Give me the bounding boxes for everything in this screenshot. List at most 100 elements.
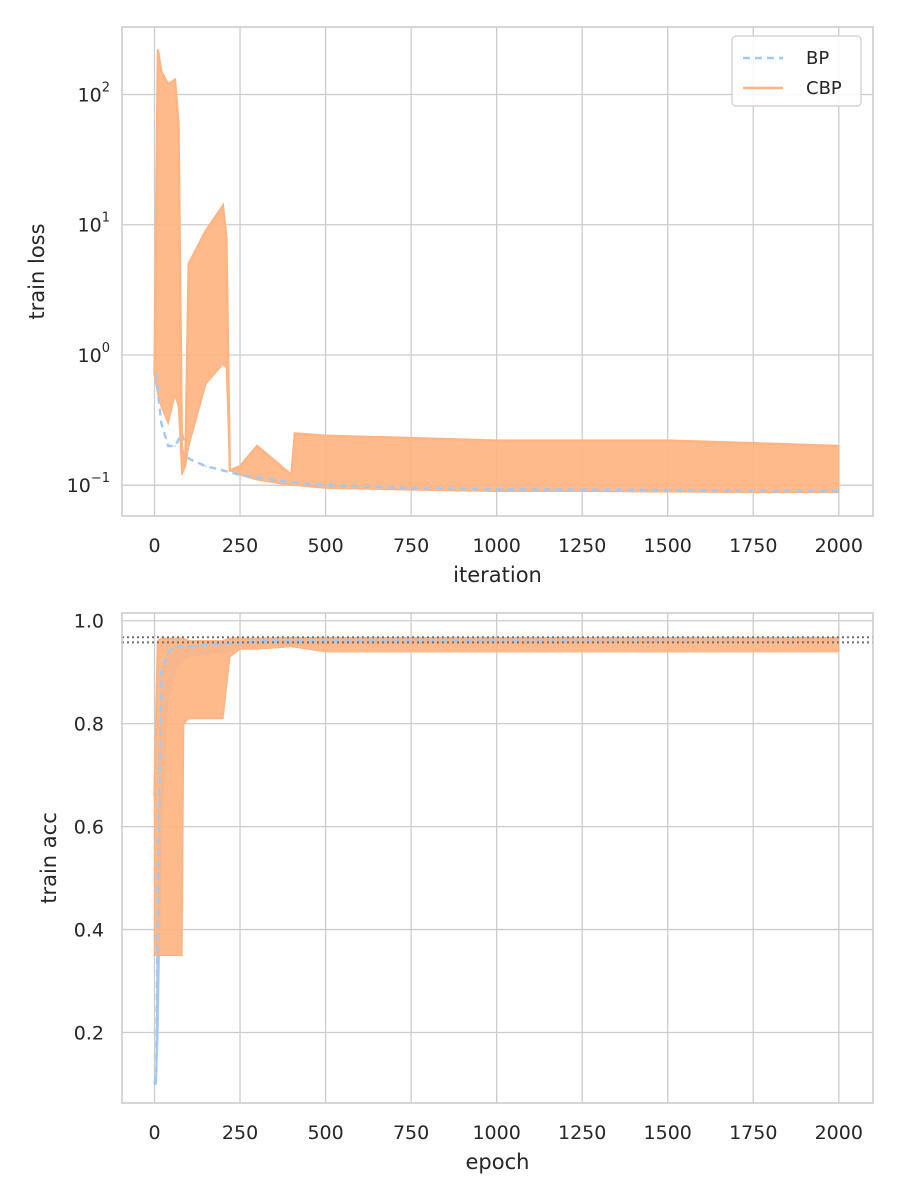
accuracy-y-tick-label: 0.4 bbox=[74, 920, 104, 942]
legend-cbp-label: CBP bbox=[806, 78, 842, 99]
accuracy-panel: 0 250 500 750 1000 1250 1500 1750 2000 0.2 0.4 0.6… bbox=[37, 611, 874, 1174]
loss-cbp-line bbox=[153, 49, 839, 478]
legend-bp-label: BP bbox=[806, 48, 829, 69]
loss-bp-point bbox=[167, 445, 169, 447]
accuracy-x-tick-labels: 0 250 500 750 1000 1250 1500 1750 2000 bbox=[148, 1122, 863, 1144]
loss-y-tick-label: 10−1 bbox=[67, 471, 110, 497]
loss-x-axis-label: iteration bbox=[453, 563, 542, 587]
loss-series-lines bbox=[153, 49, 840, 493]
loss-bp-point bbox=[239, 474, 241, 476]
loss-cbp-point bbox=[410, 437, 412, 439]
loss-bp-point bbox=[324, 484, 327, 487]
accuracy-cbp-point bbox=[174, 637, 176, 640]
loss-y-tick-label: 100 bbox=[78, 341, 110, 367]
loss-bp-point bbox=[495, 488, 498, 491]
loss-bp-point bbox=[838, 490, 840, 493]
loss-cbp-point bbox=[752, 442, 755, 445]
loss-bp-point bbox=[222, 469, 224, 472]
loss-cbp-point bbox=[324, 434, 327, 437]
loss-bp-point bbox=[256, 476, 258, 479]
accuracy-x-tick-label: 250 bbox=[222, 1122, 258, 1144]
accuracy-series-lines bbox=[153, 637, 840, 1085]
accuracy-cbp-point bbox=[153, 794, 156, 797]
loss-bp-point bbox=[290, 481, 293, 484]
loss-y-tick-labels: 10−1 100 101 102 bbox=[67, 81, 110, 498]
loss-cbp-point bbox=[838, 445, 840, 447]
accuracy-cbp-point bbox=[182, 637, 185, 640]
loss-y-tick-label: 101 bbox=[78, 211, 110, 237]
loss-cbp-point bbox=[294, 432, 296, 435]
loss-y-tick-label: 102 bbox=[78, 81, 110, 107]
loss-x-tick-label: 750 bbox=[393, 535, 429, 557]
loss-cbp-point bbox=[177, 122, 180, 125]
accuracy-plot-frame bbox=[121, 612, 874, 1104]
accuracy-cbp-point bbox=[167, 637, 169, 640]
accuracy-x-tick-label: 0 bbox=[148, 1122, 160, 1144]
loss-cbp-point bbox=[160, 70, 163, 73]
loss-x-tick-label: 1750 bbox=[729, 535, 777, 557]
loss-cbp-point bbox=[167, 83, 169, 85]
accuracy-cbp-point bbox=[239, 637, 241, 640]
loss-cbp-point bbox=[229, 469, 231, 472]
loss-plot-background bbox=[122, 27, 873, 516]
loss-cbp-point bbox=[157, 49, 159, 51]
accuracy-cbp-point bbox=[160, 637, 163, 640]
loss-bp-line bbox=[153, 360, 839, 493]
loss-x-tick-label: 250 bbox=[222, 535, 258, 557]
loss-cbp-point bbox=[184, 465, 187, 468]
accuracy-bp-point bbox=[187, 645, 190, 648]
loss-cbp-point bbox=[187, 263, 190, 265]
accuracy-bp-point bbox=[167, 650, 169, 653]
loss-cbp-point bbox=[205, 229, 207, 232]
accuracy-cbp-point bbox=[256, 637, 258, 640]
accuracy-bp-point bbox=[181, 645, 183, 648]
accuracy-x-tick-label: 1500 bbox=[644, 1122, 692, 1144]
loss-cbp-point bbox=[290, 474, 293, 476]
accuracy-bp-point bbox=[157, 877, 159, 879]
accuracy-bp-point bbox=[155, 1072, 157, 1075]
loss-x-tick-label: 0 bbox=[148, 535, 160, 557]
accuracy-cbp-point bbox=[290, 637, 293, 639]
loss-cbp-point bbox=[225, 236, 228, 239]
loss-bp-point bbox=[174, 445, 176, 447]
accuracy-y-axis-label: train acc bbox=[37, 812, 61, 904]
loss-x-tick-label: 500 bbox=[307, 535, 343, 557]
accuracy-cbp-point bbox=[410, 637, 412, 639]
loss-cbp-point bbox=[174, 78, 176, 81]
loss-bp-point bbox=[187, 457, 190, 460]
accuracy-y-tick-label: 0.2 bbox=[74, 1022, 104, 1044]
loss-cbp-point bbox=[153, 374, 156, 376]
loss-x-tick-labels: 0 250 500 750 1000 1250 1500 1750 2000 bbox=[148, 535, 863, 557]
accuracy-y-tick-label: 0.6 bbox=[74, 817, 104, 839]
accuracy-bp-point bbox=[324, 639, 327, 642]
accuracy-reference-lines bbox=[122, 636, 873, 644]
loss-cbp-point bbox=[239, 465, 241, 468]
accuracy-cbp-point bbox=[229, 637, 231, 640]
loss-plot-frame bbox=[121, 26, 874, 517]
legend: BP CBP bbox=[731, 35, 862, 107]
accuracy-x-tick-label: 1250 bbox=[558, 1122, 606, 1144]
accuracy-x-tick-label: 1000 bbox=[472, 1122, 520, 1144]
accuracy-plot-background bbox=[122, 613, 873, 1103]
loss-cbp-point bbox=[181, 445, 183, 447]
loss-cbp-point bbox=[666, 439, 669, 442]
accuracy-cbp-point bbox=[205, 640, 207, 643]
loss-bp-point bbox=[205, 465, 207, 468]
loss-x-tick-label: 2000 bbox=[815, 535, 863, 557]
accuracy-cbp-point bbox=[181, 637, 183, 640]
accuracy-bp-point bbox=[174, 645, 176, 648]
accuracy-x-tick-label: 1750 bbox=[729, 1122, 777, 1144]
accuracy-bp-point bbox=[153, 1083, 156, 1085]
accuracy-cbp-point bbox=[324, 637, 327, 639]
accuracy-x-axis-label: epoch bbox=[466, 1150, 530, 1174]
accuracy-y-tick-labels: 0.2 0.4 0.6 0.8 1.0 bbox=[74, 611, 104, 1045]
accuracy-x-tick-label: 2000 bbox=[815, 1122, 863, 1144]
loss-panel: 0 250 500 750 1000 1250 1500 1750 2000 10−110010… bbox=[25, 26, 874, 587]
loss-cbp-point bbox=[256, 445, 258, 447]
loss-cbp-point bbox=[495, 439, 498, 442]
loss-x-tick-label: 1250 bbox=[558, 535, 606, 557]
loss-x-tick-label: 1500 bbox=[644, 535, 692, 557]
accuracy-x-tick-label: 500 bbox=[307, 1122, 343, 1144]
accuracy-bp-line bbox=[153, 637, 839, 1085]
